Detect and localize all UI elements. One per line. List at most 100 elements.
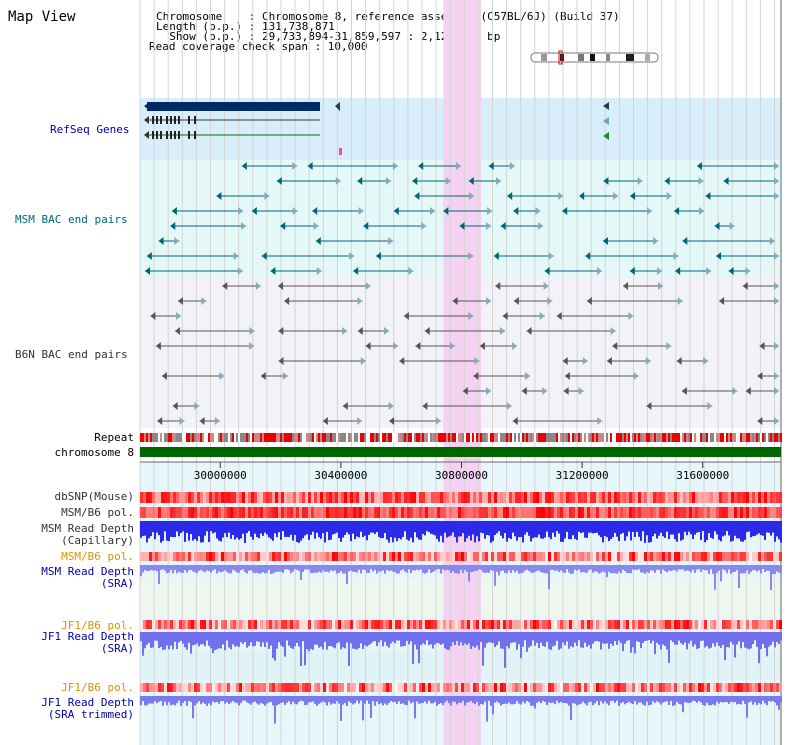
msm-capillary-depth-bar bbox=[530, 521, 532, 542]
jf1-trimmed-depth-bar bbox=[208, 696, 210, 704]
bac-end-marker bbox=[264, 192, 270, 200]
dbsnp-cell bbox=[338, 492, 341, 503]
track-label-msm-bac[interactable]: MSM BAC end pairs bbox=[15, 213, 128, 226]
msm-sra-depth-bar bbox=[648, 565, 650, 573]
msm-capillary-depth-bar bbox=[348, 521, 350, 535]
msm-b6-pol-cell bbox=[740, 507, 743, 518]
jf1-trimmed-depth-bar bbox=[310, 696, 312, 703]
jf1-b6-pol-cell bbox=[332, 683, 335, 692]
chromosome-ideogram[interactable] bbox=[530, 50, 659, 65]
jf1-sra-depth-bar bbox=[760, 632, 762, 650]
repeat-segment bbox=[300, 433, 302, 442]
jf1-b6-pol-cell bbox=[419, 683, 422, 692]
msm-b6-pol-cell bbox=[176, 552, 179, 561]
jf1-trimmed-depth-bar bbox=[532, 696, 534, 706]
jf1-sra-depth-bar bbox=[676, 632, 678, 645]
jf1-b6-pol-cell bbox=[359, 620, 362, 629]
msm-b6-pol-cell bbox=[443, 507, 446, 518]
jf1-trimmed-depth-bar bbox=[694, 696, 696, 702]
jf1-b6-pol-cell bbox=[329, 683, 332, 692]
msm-b6-pol-cell bbox=[656, 552, 659, 561]
repeat-segment bbox=[302, 433, 304, 442]
jf1-b6-pol-cell bbox=[245, 683, 248, 692]
jf1-sra-depth-bar bbox=[680, 632, 682, 644]
dbsnp-cell bbox=[284, 492, 287, 503]
msm-sra-depth-bar bbox=[760, 565, 762, 574]
msm-sra-depth-bar bbox=[464, 565, 466, 571]
repeat-segment bbox=[772, 433, 774, 442]
track-label-b6n-bac[interactable]: B6N BAC end pairs bbox=[15, 348, 128, 361]
msm-sra-depth-bar bbox=[638, 565, 640, 570]
msm-capillary-depth-bar bbox=[342, 521, 344, 538]
repeat-segment bbox=[174, 433, 176, 442]
b6n-bac-end-pairs-track[interactable] bbox=[150, 282, 779, 425]
msm-b6-pol-cell bbox=[212, 552, 215, 561]
jf1-trimmed-depth-bar bbox=[740, 696, 742, 705]
msm-b6-pol-cell bbox=[530, 552, 533, 561]
msm-b6-pol-cell bbox=[764, 507, 767, 518]
jf1-sra-depth-bar bbox=[164, 632, 166, 650]
jf1-sra-depth-bar bbox=[428, 632, 430, 646]
msm-b6-pol-cell bbox=[317, 507, 320, 518]
jf1-trimmed-depth-bar bbox=[536, 696, 538, 703]
msm-b6-pol-cell bbox=[611, 552, 614, 561]
jf1-trimmed-depth-bar bbox=[382, 696, 384, 706]
msm-capillary-depth-bar bbox=[384, 521, 386, 534]
bac-end-marker bbox=[774, 252, 779, 260]
msm-b6-pol-cell bbox=[386, 552, 389, 561]
msm-capillary-depth-bar bbox=[644, 521, 646, 543]
msm-b6-pol-cell bbox=[500, 552, 503, 561]
msm-sra-depth-bar bbox=[482, 565, 484, 573]
jf1-b6-pol-cell bbox=[422, 620, 425, 629]
refseq-gene-track[interactable] bbox=[144, 102, 609, 155]
repeat-segment bbox=[596, 433, 598, 442]
jf1-sra-depth-bar bbox=[178, 632, 180, 643]
msm-capillary-depth-bar bbox=[658, 521, 660, 536]
msm-b6-pol-cell bbox=[299, 552, 302, 561]
dbsnp-cell bbox=[185, 492, 188, 503]
msm-b6-pol-cell bbox=[575, 507, 578, 518]
msm-capillary-depth-bar bbox=[470, 521, 472, 541]
track-label-refseq[interactable]: RefSeq Genes bbox=[50, 123, 130, 136]
jf1-sra-depth-bar bbox=[242, 632, 244, 644]
axis-tick-label: 31200000 bbox=[556, 469, 609, 482]
msm-sra-depth-bar bbox=[448, 565, 450, 571]
jf1-sra-depth-bar bbox=[580, 632, 582, 648]
repeat-segment bbox=[298, 433, 300, 442]
msm-sra-depth-bar bbox=[614, 565, 616, 574]
msm-b6-pol-cell bbox=[257, 507, 260, 518]
dbsnp-cell bbox=[407, 492, 410, 503]
msm-sra-depth-bar bbox=[234, 565, 236, 571]
jf1-sra-depth-bar bbox=[544, 632, 546, 647]
jf1-b6-pol-cell bbox=[518, 683, 521, 692]
bac-end-marker bbox=[562, 207, 568, 215]
msm-capillary-depth-bar bbox=[596, 521, 598, 533]
msm-b6-pol-cell bbox=[227, 552, 230, 561]
jf1-b6-pol-cell bbox=[743, 620, 746, 629]
jf1-sra-depth-bar bbox=[252, 632, 254, 647]
jf1-trimmed-depth-bar bbox=[492, 696, 494, 715]
msm-capillary-depth-bar bbox=[200, 521, 202, 543]
msm-sra-depth-bar bbox=[228, 565, 230, 574]
jf1-b6-pol-cell bbox=[176, 620, 179, 629]
msm-sra-depth-bar bbox=[204, 565, 206, 573]
jf1-b6-pol-cell bbox=[575, 620, 578, 629]
jf1-sra-depth-bar bbox=[354, 632, 356, 650]
jf1-b6-pol-cell bbox=[317, 620, 320, 629]
jf1-b6-pol-cell bbox=[626, 683, 629, 692]
dbsnp-cell bbox=[323, 492, 326, 503]
jf1-b6-pol-cell bbox=[269, 620, 272, 629]
msm-bac-end-pairs-track[interactable] bbox=[145, 162, 779, 275]
dbsnp-cell bbox=[656, 492, 659, 503]
jf1-sra-depth-bar bbox=[574, 632, 576, 643]
jf1-trimmed-depth-bar bbox=[436, 696, 438, 706]
jf1-b6-pol-cell bbox=[257, 620, 260, 629]
jf1-trimmed-depth-bar bbox=[324, 696, 326, 703]
repeat-segment bbox=[322, 433, 324, 442]
dbsnp-cell bbox=[392, 492, 395, 503]
bac-end-marker bbox=[157, 417, 163, 425]
jf1-sra-depth-bar bbox=[184, 632, 186, 648]
jf1-sra-depth-bar bbox=[658, 632, 660, 645]
jf1-b6-pol-cell bbox=[380, 620, 383, 629]
